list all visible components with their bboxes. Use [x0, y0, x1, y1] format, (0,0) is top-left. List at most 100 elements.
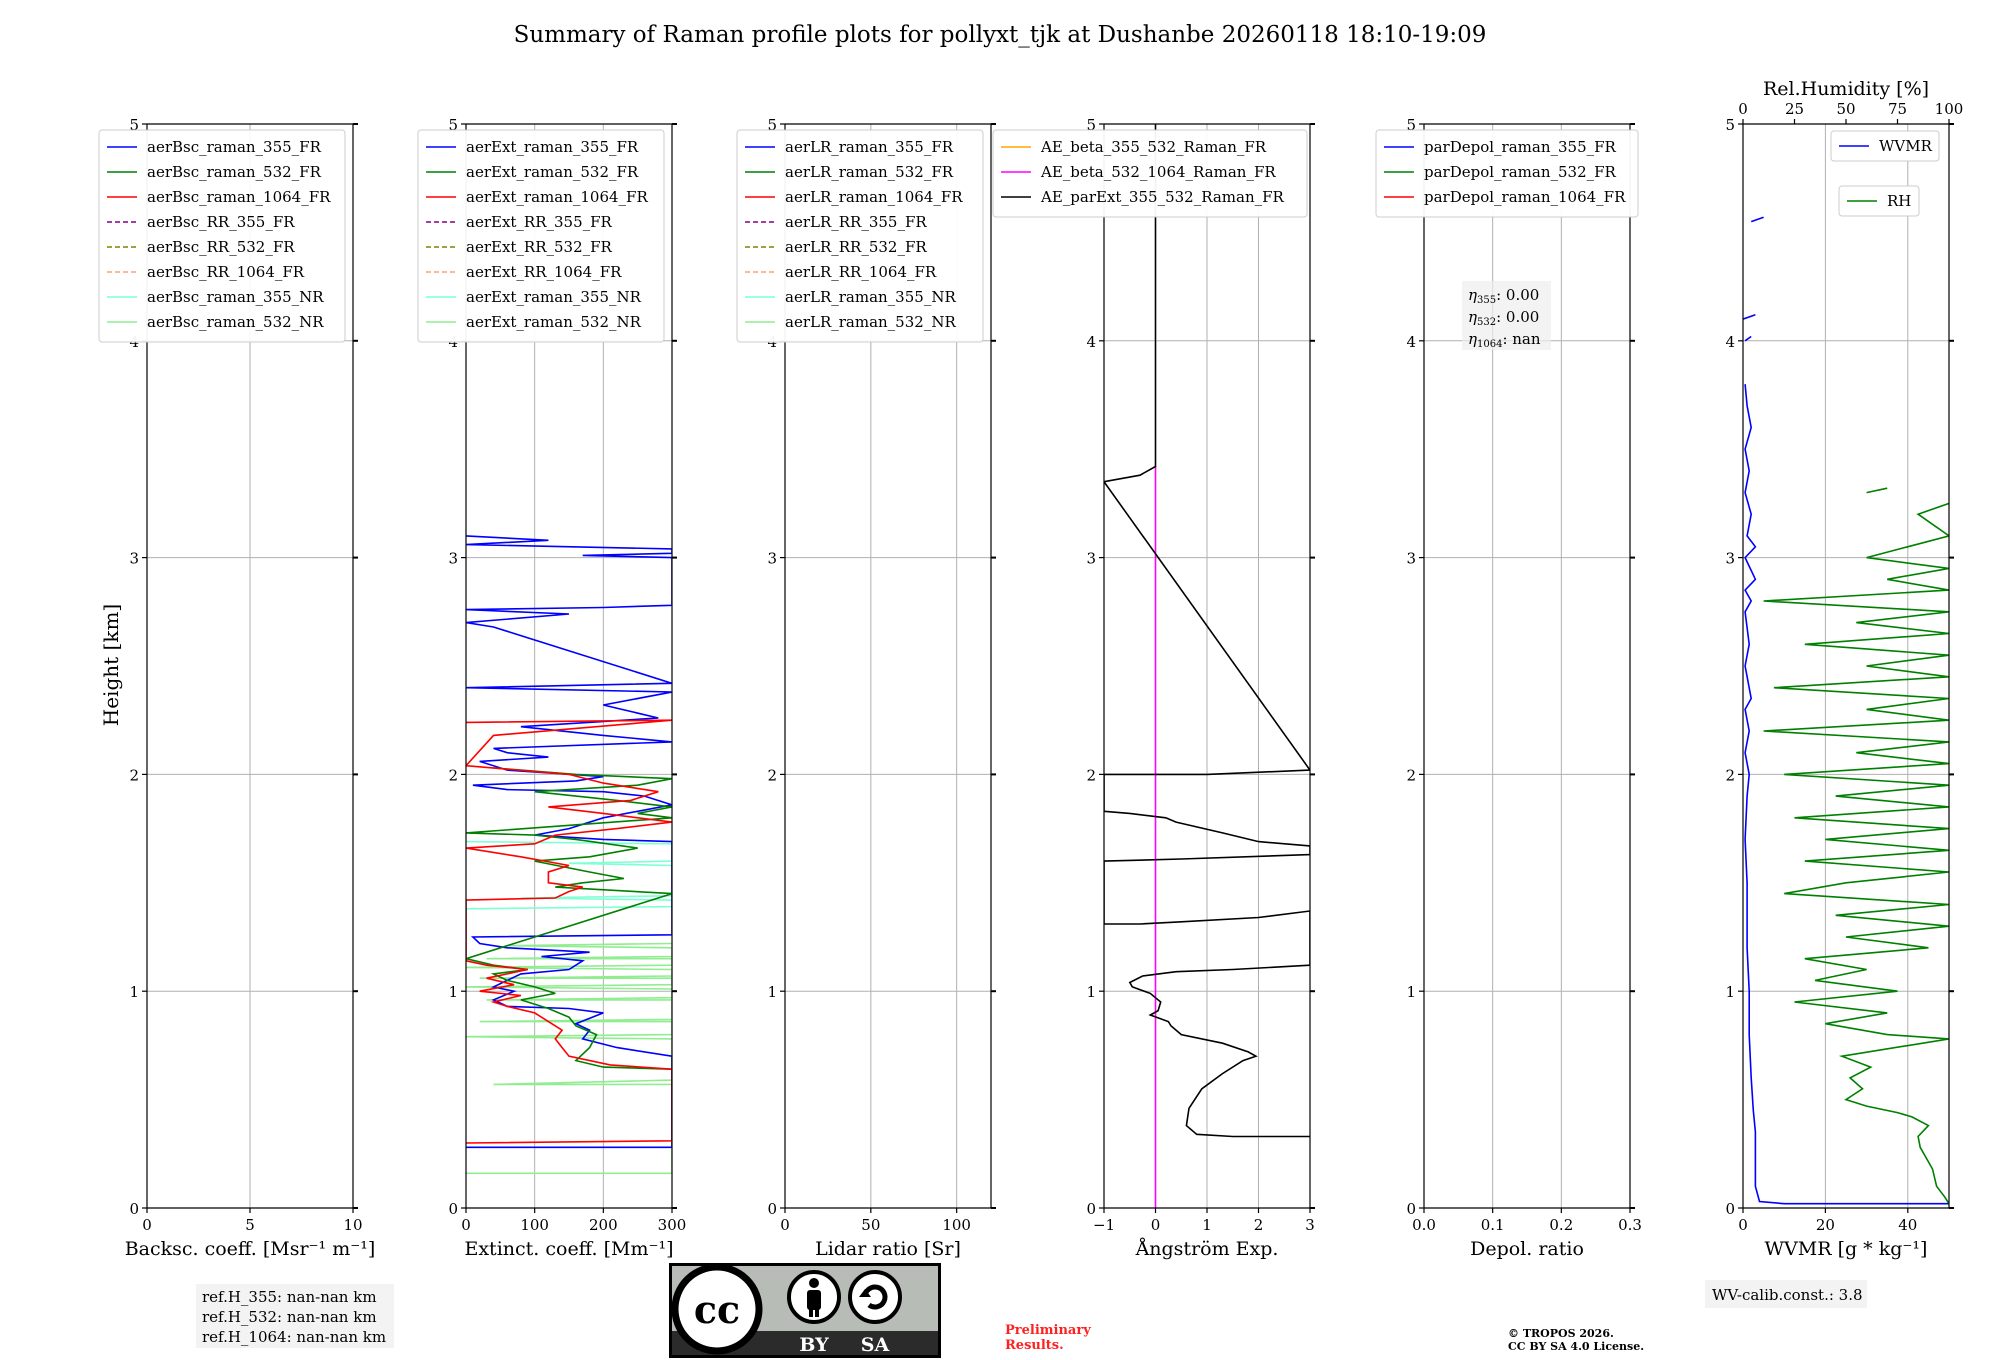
- y-tick-label: 3: [1086, 550, 1096, 568]
- legend-frame: [1830, 130, 1940, 162]
- x-tick-label: 100: [520, 1216, 549, 1234]
- ref-height-1064: ref.H_1064: nan-nan km: [202, 1328, 386, 1346]
- y-tick-label: 1: [1086, 983, 1096, 1001]
- series-line-WVMR_upper: [1744, 335, 1752, 342]
- figure-title: Summary of Raman profile plots for polly…: [514, 22, 1487, 48]
- legend-entry: aerLR_raman_1064_FR: [785, 188, 963, 206]
- legend-entry: AE_beta_355_532_Raman_FR: [1040, 138, 1267, 156]
- x-tick-label: 0: [1151, 1216, 1161, 1234]
- y-tick-label: 3: [767, 550, 777, 568]
- top-x-axis-label: Rel.Humidity [%]: [1763, 78, 1929, 100]
- ref-height-532: ref.H_532: nan-nan km: [202, 1308, 377, 1326]
- y-tick-label: 0: [1725, 1200, 1735, 1218]
- series-line-aerExt_raman_532_FR: [466, 767, 672, 1070]
- legend-frame: [992, 129, 1308, 218]
- eta-line: η355: 0.00: [1468, 286, 1539, 306]
- y-tick-label: 3: [448, 550, 458, 568]
- legend-entry: aerBsc_raman_355_FR: [147, 138, 322, 156]
- x-tick-label: −1: [1093, 1216, 1115, 1234]
- y-tick-label: 1: [1406, 983, 1416, 1001]
- series-line-WVMR_upper3: [1750, 216, 1764, 223]
- legend-ae: AE_beta_355_532_Raman_FR AE_beta_532_1064…: [992, 129, 1308, 218]
- legend-label: WVMR: [1879, 137, 1933, 155]
- top-x-tick-label: 50: [1836, 100, 1855, 118]
- series-line-WVMR: [1744, 384, 1949, 1205]
- y-tick-label: 2: [448, 766, 458, 784]
- x-tick-label: 200: [589, 1216, 618, 1234]
- legend-ext: aerExt_raman_355_FR aerExt_raman_532_FRae…: [417, 129, 665, 343]
- legend-frame: [1838, 185, 1920, 217]
- x-tick-label: 0: [780, 1216, 790, 1234]
- legend-entry: aerBsc_RR_355_FR: [147, 213, 295, 231]
- panels-group: 0123450510Backsc. coeff. [Msr⁻¹ m⁻¹]aerB…: [98, 78, 1964, 1260]
- legend-entry: AE_beta_532_1064_Raman_FR: [1040, 163, 1276, 181]
- shared-y-axis-label: Height [km]: [99, 604, 123, 726]
- x-tick-label: 3: [1305, 1216, 1315, 1234]
- series-group: [1743, 216, 1949, 1205]
- y-tick-label: 3: [129, 550, 139, 568]
- x-tick-label: 1: [1202, 1216, 1212, 1234]
- legend-entry: aerBsc_RR_1064_FR: [147, 263, 305, 281]
- panel-depol: 0 1 2 3 4 5 0.0 0.1 0.2 0.3 Depol. ratio parDepol_r…: [1375, 116, 1642, 1260]
- legend-label: RH: [1887, 192, 1911, 210]
- legend-entry: aerExt_raman_532_FR: [466, 163, 639, 181]
- legend-wvmr: WVMR: [1830, 130, 1940, 162]
- x-tick-label: 0: [142, 1216, 152, 1234]
- wv-calib-const: WV-calib.const.: 3.8: [1712, 1286, 1863, 1304]
- legend-entry: aerBsc_raman_355_NR: [147, 288, 324, 306]
- legend-entry: aerExt_raman_355_NR: [466, 288, 642, 306]
- legend-entry: aerLR_raman_355_NR: [785, 288, 956, 306]
- series-line-aerExt_raman_532_NR: [466, 942, 672, 1175]
- legend-bsc: aerBsc_raman_355_FR aerBsc_raman_532_FRae…: [98, 129, 346, 343]
- results-label: Results.: [1005, 1338, 1064, 1353]
- legend-depol: parDepol_raman_355_FR parDepol_raman_532_…: [1375, 129, 1639, 218]
- y-tick-label: 1: [129, 983, 139, 1001]
- copyright-line-1: © TROPOS 2026.: [1508, 1327, 1614, 1340]
- y-tick-label: 1: [1725, 983, 1735, 1001]
- x-tick-label: 10: [343, 1216, 362, 1234]
- cc-logo-icon: [671, 1263, 763, 1355]
- series-line-aerExt_raman_1064_FR: [466, 719, 672, 1144]
- y-tick-label: 5: [767, 116, 777, 134]
- y-tick-label: 4: [1406, 333, 1416, 351]
- cc-sa-text: SA: [861, 1334, 890, 1356]
- legend-entry: aerBsc_RR_532_FR: [147, 238, 295, 256]
- x-tick-label: 50: [861, 1216, 880, 1234]
- annotation-box: [1462, 281, 1551, 350]
- top-x-tick-label: 100: [1935, 100, 1964, 118]
- legend-entry: aerLR_raman_532_FR: [785, 163, 954, 181]
- legend-entry: aerBsc_raman_532_FR: [147, 163, 322, 181]
- legend-entry: parDepol_raman_532_FR: [1424, 163, 1617, 181]
- y-tick-label: 0: [129, 1200, 139, 1218]
- legend-entry: aerBsc_raman_532_NR: [147, 313, 324, 331]
- y-tick-label: 2: [1086, 766, 1096, 784]
- x-axis-label: WVMR [g * kg⁻¹]: [1765, 1238, 1928, 1260]
- y-tick-label: 0: [448, 1200, 458, 1218]
- x-axis-label: Lidar ratio [Sr]: [815, 1238, 961, 1260]
- copyright-line-2: CC BY SA 4.0 License.: [1508, 1340, 1644, 1353]
- legend-entry: aerLR_RR_532_FR: [785, 238, 927, 256]
- legend-entry: aerLR_RR_355_FR: [785, 213, 927, 231]
- top-x-tick-label: 75: [1888, 100, 1907, 118]
- cc-license-badge: cc BY SA: [669, 1263, 941, 1358]
- legend-frame: [1375, 129, 1639, 218]
- legend-entry: aerLR_raman_355_FR: [785, 138, 954, 156]
- legend-lr: aerLR_raman_355_FR aerLR_raman_532_FR aerL…: [736, 129, 984, 343]
- y-tick-label: 1: [448, 983, 458, 1001]
- panel-lr: 012345050100Lidar ratio [Sr]aerLR_raman_…: [736, 116, 996, 1260]
- legend-frame: [417, 129, 665, 343]
- eta-line: η532: 0.00: [1468, 308, 1539, 328]
- y-tick-label: 3: [1406, 550, 1416, 568]
- x-tick-label: 0.2: [1549, 1216, 1573, 1234]
- y-tick-label: 4: [1725, 333, 1735, 351]
- y-tick-label: 1: [767, 983, 777, 1001]
- legend-frame: [736, 129, 984, 343]
- legend-entry: aerBsc_raman_1064_FR: [147, 188, 331, 206]
- cc-by-text: BY: [799, 1334, 829, 1356]
- legend-rh: RH: [1838, 185, 1920, 217]
- panel-ext: 0123450100200300Extinct. coeff. [Mm⁻¹]ae…: [417, 116, 686, 1260]
- x-tick-label: 5: [245, 1216, 255, 1234]
- series-line-RH_upper: [1866, 487, 1888, 494]
- legend-entry: AE_parExt_355_532_Raman_FR: [1040, 188, 1285, 206]
